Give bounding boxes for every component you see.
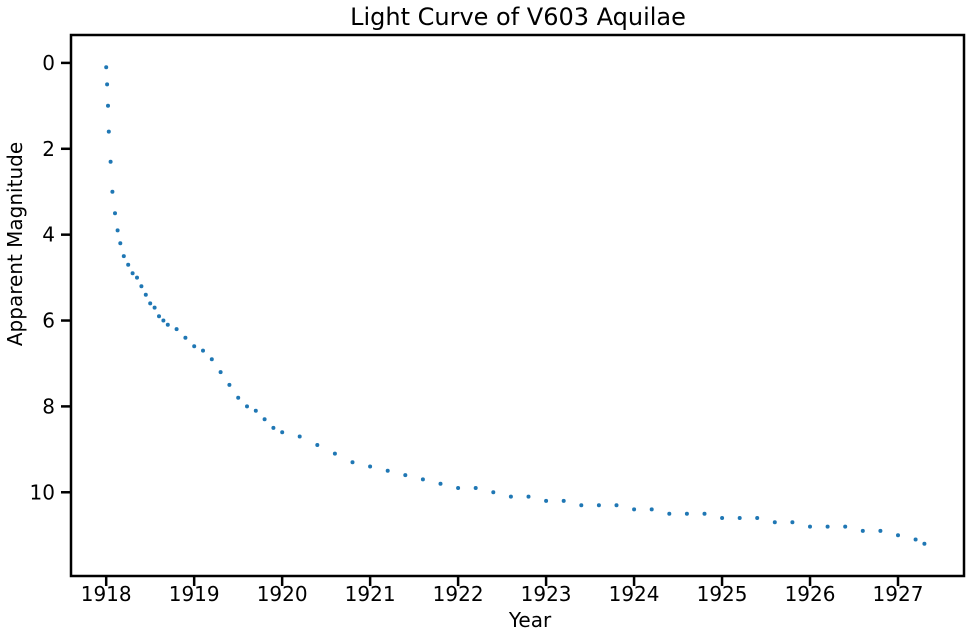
x-tick-label: 1925 <box>697 582 748 606</box>
data-point <box>183 335 188 340</box>
y-tick-label: 0 <box>42 51 55 75</box>
y-tick-label: 6 <box>42 309 55 333</box>
y-tick-label: 8 <box>42 394 55 418</box>
data-point <box>104 65 109 70</box>
data-point <box>161 318 166 323</box>
data-point <box>526 494 531 499</box>
data-point <box>245 404 249 409</box>
data-point <box>262 417 267 422</box>
data-point <box>110 189 115 194</box>
x-axis-label: Year <box>508 608 552 630</box>
data-point <box>368 464 373 469</box>
data-point <box>227 382 232 387</box>
data-point <box>684 511 689 516</box>
y-axis-label: Apparent Magnitude <box>3 142 27 346</box>
y-tick-label: 2 <box>42 137 55 161</box>
data-point <box>236 395 241 400</box>
data-point <box>271 425 276 430</box>
data-point <box>108 159 113 164</box>
x-axis-ticks: 1918 1919 1920 1921 1922 1923 1924 1925 1926 1927 <box>81 576 924 606</box>
data-point <box>790 520 795 525</box>
data-point <box>860 528 865 533</box>
data-point <box>350 460 355 465</box>
data-point <box>115 228 120 233</box>
data-point <box>702 511 707 516</box>
data-point <box>843 524 848 529</box>
y-tick-label: 10 <box>30 480 55 504</box>
data-point <box>315 443 320 447</box>
data-point <box>473 486 478 490</box>
data-point <box>126 262 131 267</box>
x-tick-label: 1926 <box>785 582 836 606</box>
data-point <box>218 370 223 375</box>
data-point <box>720 516 725 520</box>
data-point <box>561 498 566 503</box>
data-point <box>896 533 900 538</box>
data-point <box>106 103 110 108</box>
data-point <box>632 507 637 512</box>
data-point <box>649 507 654 512</box>
y-tick-label: 4 <box>42 223 55 247</box>
data-point <box>332 451 337 456</box>
data-point <box>614 503 619 508</box>
data-point <box>878 528 883 533</box>
x-tick-label: 1927 <box>873 582 924 606</box>
data-point <box>165 322 170 327</box>
data-point <box>130 271 135 276</box>
data-point <box>403 473 408 478</box>
x-tick-label: 1922 <box>433 582 484 606</box>
data-point <box>385 468 390 473</box>
data-point <box>209 357 214 362</box>
data-point <box>420 477 425 482</box>
data-point <box>280 430 285 435</box>
data-point <box>772 520 777 525</box>
data-point <box>667 511 672 516</box>
data-point <box>201 348 205 353</box>
data-point <box>121 254 126 259</box>
data-point <box>148 301 153 306</box>
data-point <box>755 516 760 520</box>
data-point <box>491 490 496 495</box>
data-point <box>192 344 197 349</box>
data-point <box>596 503 601 508</box>
data-point <box>808 524 812 529</box>
data-point <box>456 486 461 490</box>
x-tick-label: 1920 <box>257 582 308 606</box>
data-points <box>104 65 927 546</box>
data-point <box>579 503 584 508</box>
data-point <box>143 292 148 297</box>
data-point <box>157 314 161 319</box>
data-point <box>135 275 139 280</box>
data-point <box>113 211 117 216</box>
x-tick-label: 1918 <box>81 582 132 606</box>
data-point <box>438 481 443 486</box>
data-point <box>174 327 179 332</box>
x-tick-label: 1923 <box>521 582 572 606</box>
x-tick-label: 1919 <box>169 582 220 606</box>
data-point <box>544 498 549 503</box>
data-point <box>737 516 742 520</box>
data-point <box>253 408 258 413</box>
data-point <box>105 82 110 87</box>
data-point <box>913 537 918 542</box>
data-point <box>152 305 157 310</box>
data-point <box>922 541 927 546</box>
y-axis-ticks: 0 2 4 6 8 10 <box>30 51 71 504</box>
x-tick-label: 1924 <box>609 582 660 606</box>
data-point <box>297 434 302 439</box>
data-point <box>508 494 513 499</box>
data-point <box>139 284 144 289</box>
data-point <box>118 241 123 246</box>
data-point <box>106 129 111 134</box>
chart-title: Light Curve of V603 Aquilae <box>350 3 686 31</box>
plot-frame <box>69 33 966 578</box>
x-tick-label: 1921 <box>345 582 396 606</box>
data-point <box>825 524 830 529</box>
